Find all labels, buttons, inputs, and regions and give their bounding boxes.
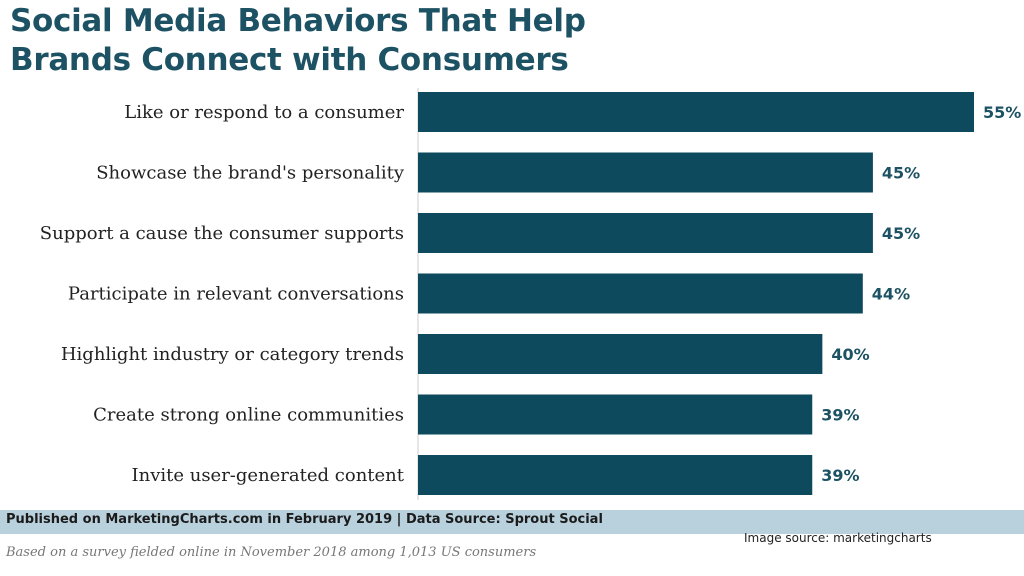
bar-0: [418, 92, 974, 132]
bar-5: [418, 394, 813, 435]
value-label-3: 44%: [872, 285, 910, 304]
category-label-1: Showcase the brand's personality: [96, 163, 405, 184]
survey-note: Based on a survey fielded online in Nove…: [6, 545, 537, 560]
category-label-0: Like or respond to a consumer: [124, 102, 404, 123]
value-label-6: 39%: [821, 466, 859, 485]
footer-band: [0, 510, 1024, 534]
category-label-3: Participate in relevant conversations: [68, 284, 404, 305]
footer-published-source: Published on MarketingCharts.com in Febr…: [6, 512, 603, 527]
bar-chart: Like or respond to a consumer 55% Showcase…: [40, 88, 1021, 500]
value-label-0: 55%: [983, 103, 1021, 122]
chart-title-line-1: Social Media Behaviors That Help: [10, 3, 586, 39]
value-label-2: 45%: [882, 224, 920, 243]
bar-1: [418, 152, 873, 193]
category-label-5: Create strong online communities: [93, 405, 404, 426]
bar-3: [418, 273, 863, 314]
category-label-2: Support a cause the consumer supports: [40, 223, 404, 244]
category-label-4: Highlight industry or category trends: [61, 344, 404, 365]
bar-4: [418, 334, 823, 374]
category-label-6: Invite user-generated content: [131, 465, 404, 486]
value-label-5: 39%: [821, 406, 859, 425]
bar-2: [418, 213, 873, 253]
bar-6: [418, 455, 813, 495]
value-label-1: 45%: [882, 164, 920, 183]
bars-group: Like or respond to a consumer 55% Showcase…: [40, 88, 1021, 500]
chart-title: Social Media Behaviors That Help Brands …: [10, 2, 586, 80]
image-source-credit: Image source: marketingcharts: [744, 531, 932, 545]
value-label-4: 40%: [831, 345, 869, 364]
chart-title-line-2: Brands Connect with Consumers: [10, 42, 569, 78]
